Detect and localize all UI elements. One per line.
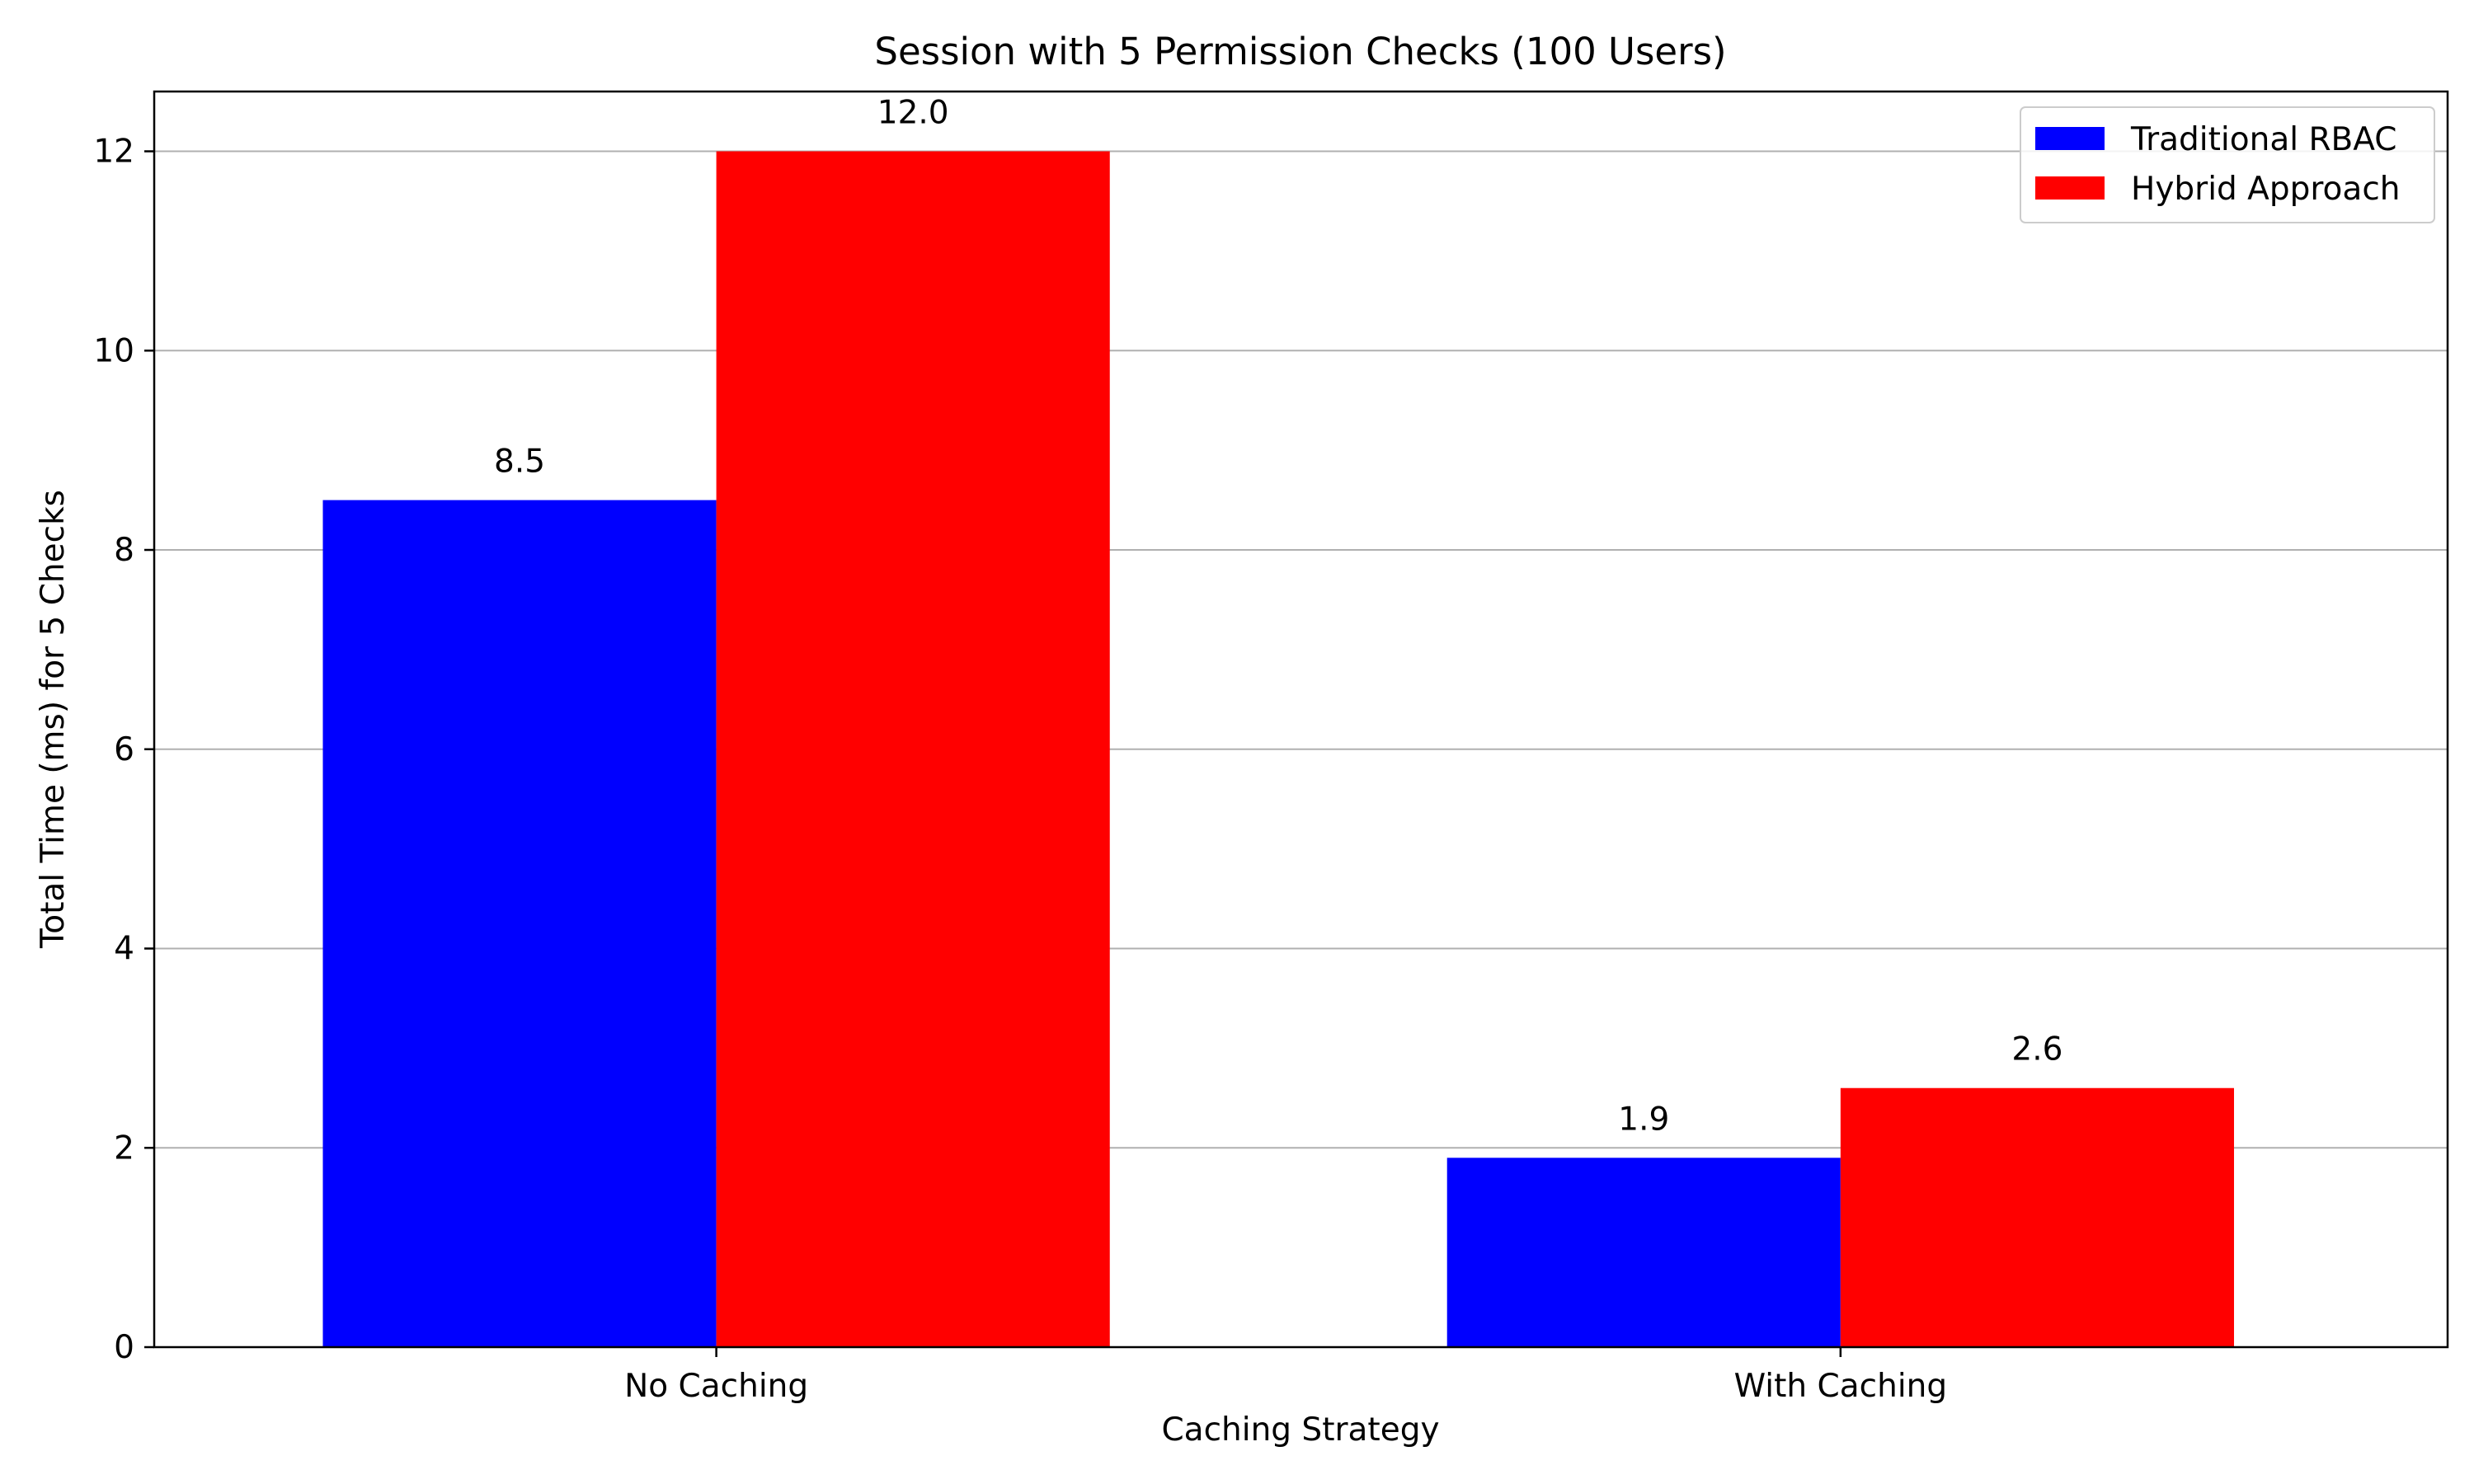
bars xyxy=(322,151,2234,1347)
y-tick-label: 4 xyxy=(114,931,134,968)
y-tick-label: 6 xyxy=(114,731,134,768)
y-tick-label: 10 xyxy=(93,332,134,369)
x-axis-label: Caching Strategy xyxy=(1161,1411,1439,1449)
legend-swatch xyxy=(2035,176,2105,200)
bar xyxy=(1840,1087,2234,1347)
y-tick-label: 8 xyxy=(114,532,134,569)
bar xyxy=(1446,1158,1841,1347)
bar-data-label: 12.0 xyxy=(877,95,949,132)
legend-box xyxy=(2020,106,2435,223)
plot-frame xyxy=(153,90,2449,1349)
bar-data-label: 8.5 xyxy=(494,444,545,481)
x-tick-label: With Caching xyxy=(1734,1368,1948,1405)
y-tick-label: 2 xyxy=(114,1129,134,1167)
legend-swatch xyxy=(2035,127,2105,150)
y-tick-label: 0 xyxy=(114,1329,134,1366)
bar-data-label: 1.9 xyxy=(1618,1101,1669,1138)
x-tick-label: No Caching xyxy=(624,1368,808,1405)
axes: 0 2 4 6 8 10 12 No Caching With Caching xyxy=(93,134,1947,1405)
data-labels: 8.5 12.0 1.9 2.6 xyxy=(494,95,2062,1139)
legend-label: Traditional RBAC xyxy=(2130,121,2397,158)
bar xyxy=(716,151,1110,1347)
bar-data-label: 2.6 xyxy=(2011,1031,2062,1068)
legend-label: Hybrid Approach xyxy=(2131,171,2400,208)
bar xyxy=(322,500,717,1347)
chart-title: Session with 5 Permission Checks (100 Us… xyxy=(874,30,1726,73)
legend: Traditional RBAC Hybrid Approach xyxy=(2020,106,2435,223)
y-axis-label: Total Time (ms) for 5 Checks xyxy=(35,490,72,949)
y-tick-label: 12 xyxy=(93,134,134,171)
